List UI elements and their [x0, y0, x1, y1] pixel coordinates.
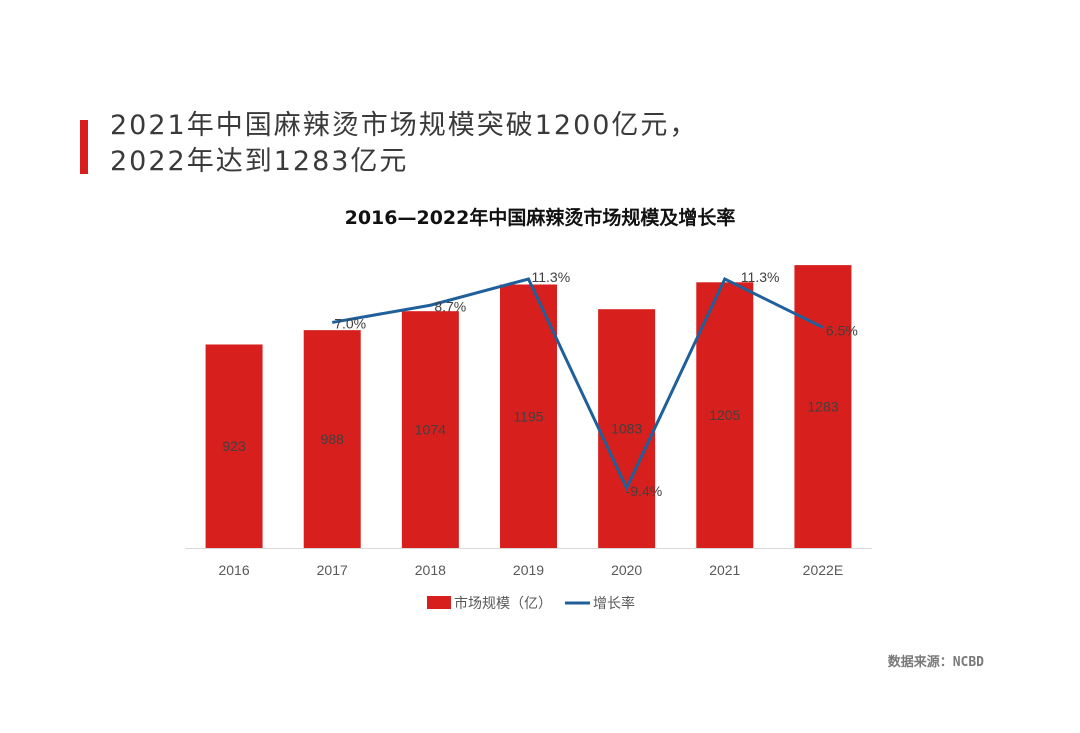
heading-line-2: 2022年达到1283亿元 [110, 146, 409, 177]
bar-value-label: 1283 [807, 399, 838, 415]
bar-value-label: 1074 [415, 422, 446, 438]
x-tick-label: 2016 [218, 562, 249, 578]
chart-title: 2016—2022年中国麻辣烫市场规模及增长率 [344, 207, 736, 229]
x-tick-label: 2022E [803, 562, 843, 578]
bar-value-label: 1083 [611, 421, 642, 437]
x-tick-label: 2019 [513, 562, 544, 578]
rate-value-label: 8.7% [434, 298, 466, 314]
bar-2020 [598, 309, 656, 548]
rate-value-label: 11.3% [532, 269, 571, 285]
bar-2016 [205, 344, 263, 548]
bar-2021 [696, 282, 754, 548]
heading-accent-bar [80, 120, 88, 174]
bar-2017 [303, 330, 361, 548]
bar-value-label: 1205 [709, 407, 740, 423]
data-source: 数据来源：NCBD [887, 655, 984, 670]
heading-line-1: 2021年中国麻辣烫市场规模突破1200亿元， [110, 110, 699, 141]
legend-swatch-bar [427, 596, 451, 609]
page-heading: 2021年中国麻辣烫市场规模突破1200亿元， 2022年达到1283亿元 [110, 108, 1010, 180]
bar-value-label: 923 [222, 438, 246, 454]
legend-label-bar: 市场规模（亿） [454, 595, 552, 611]
x-tick-label: 2018 [415, 562, 446, 578]
rate-value-label: 6.5% [826, 322, 858, 338]
bar-2022E [794, 265, 852, 548]
growth-rate-line [331, 276, 824, 492]
bar-2019 [500, 284, 557, 548]
legend-label-line: 增长率 [593, 595, 635, 611]
rate-value-label: 7.0% [334, 315, 366, 331]
bar-value-label: 988 [321, 431, 345, 447]
x-tick-label: 2017 [317, 562, 348, 578]
rate-value-label: 11.3% [741, 269, 780, 285]
rate-value-label: -9.4% [626, 483, 663, 499]
x-tick-label: 2021 [709, 562, 740, 578]
bar-2018 [401, 311, 459, 548]
x-tick-label: 2020 [611, 562, 642, 578]
bar-value-label: 1195 [513, 408, 543, 424]
